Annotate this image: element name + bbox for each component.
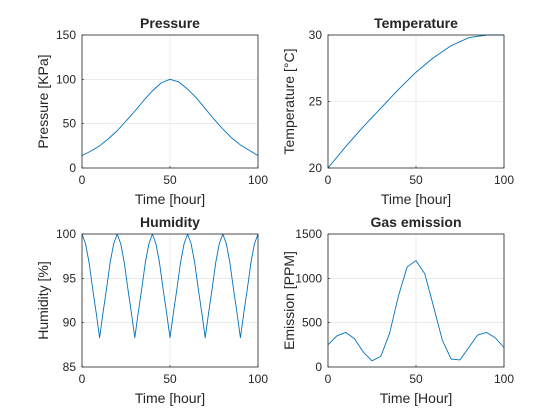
gas-emission-ytick-label: 0 bbox=[315, 360, 322, 374]
temperature-xtick-label: 100 bbox=[494, 173, 514, 187]
temperature-xlabel: Time [hour] bbox=[381, 191, 451, 207]
gas-emission-xlabel: Time [Hour] bbox=[380, 390, 453, 406]
gas-emission-xtick-label: 50 bbox=[409, 372, 423, 386]
gas-emission-ylabel: Emission [PPM] bbox=[281, 251, 297, 350]
humidity-ytick-label: 95 bbox=[63, 271, 77, 285]
temperature-ylabel: Temperature [°C] bbox=[281, 49, 297, 155]
pressure-ylabel: Pressure [KPa] bbox=[35, 54, 51, 148]
pressure-title: Pressure bbox=[140, 15, 200, 31]
pressure-ytick-label: 150 bbox=[56, 28, 76, 42]
pressure-xtick-label: 50 bbox=[163, 173, 177, 187]
temperature-chart: 0 50 100 20 25 30 Temperature Time [hour] Temper… bbox=[281, 15, 514, 207]
temperature-xtick-label: 0 bbox=[325, 173, 332, 187]
gas-emission-xtick-label: 100 bbox=[494, 372, 514, 386]
pressure-ytick-label: 50 bbox=[63, 117, 77, 131]
temperature-ytick-label: 30 bbox=[309, 28, 323, 42]
humidity-xlabel: Time [hour] bbox=[135, 390, 205, 406]
temperature-ytick-label: 20 bbox=[309, 161, 323, 175]
gas-emission-xtick-label: 0 bbox=[325, 372, 332, 386]
humidity-xtick-label: 50 bbox=[163, 372, 177, 386]
gas-emission-ytick-label: 1000 bbox=[295, 271, 322, 285]
humidity-xtick-label: 100 bbox=[248, 372, 268, 386]
pressure-xtick-label: 0 bbox=[79, 173, 86, 187]
pressure-ytick-label: 0 bbox=[69, 161, 76, 175]
pressure-xtick-label: 100 bbox=[248, 173, 268, 187]
humidity-ylabel: Humidity [%] bbox=[35, 261, 51, 340]
humidity-ytick-label: 90 bbox=[63, 316, 77, 330]
pressure-xlabel: Time [hour] bbox=[135, 191, 205, 207]
gas-emission-title: Gas emission bbox=[370, 214, 461, 230]
humidity-chart: 0 50 100 85 90 95 100 Humidity Time [hour] Humidi… bbox=[35, 214, 268, 406]
pressure-chart: 0 50 100 0 50 100 150 Pressure Time [hour] Pressu… bbox=[35, 15, 268, 207]
humidity-ytick-label: 100 bbox=[56, 227, 76, 241]
pressure-ytick-label: 100 bbox=[56, 72, 76, 86]
humidity-title: Humidity bbox=[140, 214, 200, 230]
temperature-title: Temperature bbox=[374, 15, 458, 31]
gas-emission-ytick-label: 500 bbox=[302, 316, 322, 330]
temperature-xtick-label: 50 bbox=[409, 173, 423, 187]
humidity-ytick-label: 85 bbox=[63, 360, 77, 374]
temperature-ytick-label: 25 bbox=[309, 95, 323, 109]
gas-emission-ytick-label: 1500 bbox=[295, 227, 322, 241]
humidity-xtick-label: 0 bbox=[79, 372, 86, 386]
